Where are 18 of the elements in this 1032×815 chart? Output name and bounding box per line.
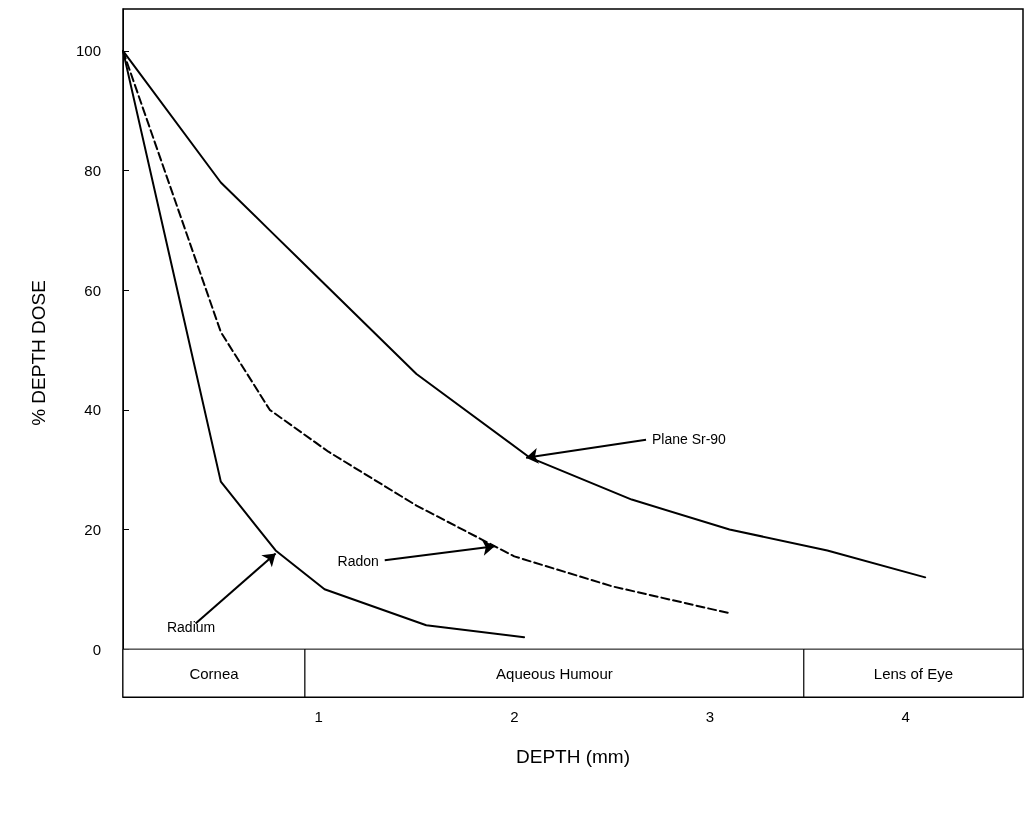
y-tick-label: 20 [84,520,101,538]
y-tick-label: 60 [84,281,101,299]
y-axis-title: % DEPTH DOSE [28,280,49,426]
x-tick-label: 1 [314,708,323,725]
x-tick-label: 4 [901,708,910,725]
x-axis-title: DEPTH (mm) [516,746,630,767]
band-label: Lens of Eye [873,664,954,682]
y-tick-label: 40 [84,401,101,419]
x-tick-label: 2 [510,708,519,725]
annotation: Radon [337,553,379,569]
annotation: Plane Sr-90 [651,430,727,447]
x-tick-label: 3 [705,708,715,725]
annotation: Radium [166,619,216,636]
y-tick-label: 0 [92,640,101,658]
band-label: Aqueous Humour [496,664,613,682]
band-label: Cornea [189,664,240,682]
y-tick-label: 100 [75,42,101,60]
y-tick-label: 80 [84,162,101,180]
